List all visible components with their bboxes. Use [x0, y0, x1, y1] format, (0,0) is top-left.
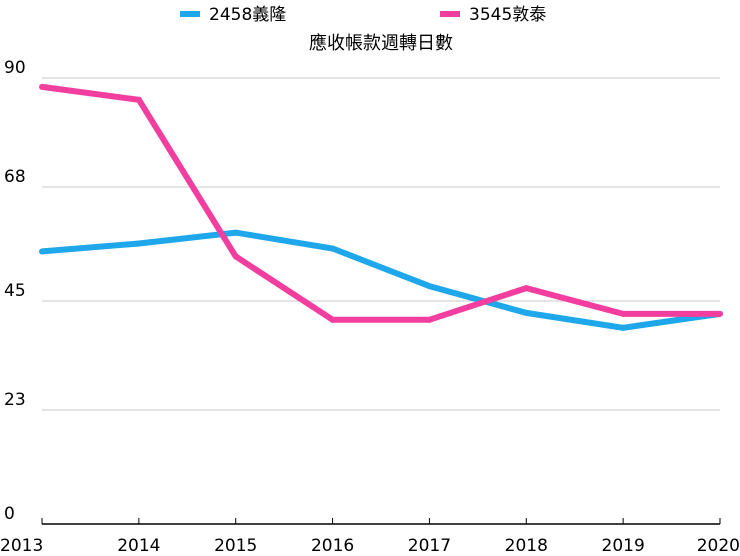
series-0-point-2018 — [523, 309, 530, 316]
y-tick-label-0: 0 — [4, 504, 15, 524]
series-1-point-2015 — [232, 253, 239, 260]
x-tick-label-2014: 2014 — [117, 536, 160, 556]
x-tick-label-2013: 2013 — [0, 536, 43, 556]
chart-title: 應收帳款週轉日數 — [309, 32, 453, 54]
series-1-point-2019 — [620, 310, 627, 317]
series-0-point-2017 — [426, 283, 433, 290]
legend-label-yilong: 2458義隆 — [209, 5, 286, 25]
x-tick-label-2015: 2015 — [214, 536, 257, 556]
x-tick-label-2018: 2018 — [505, 536, 548, 556]
x-tick-label-2016: 2016 — [311, 536, 354, 556]
y-tick-label-90: 90 — [4, 58, 26, 78]
series-layer — [39, 83, 723, 331]
legend-item-yilong[interactable]: 2458義隆 — [180, 5, 286, 25]
series-1-point-2017 — [426, 316, 433, 323]
x-tick-label-2017: 2017 — [408, 536, 451, 556]
legend: 2458義隆 3545敦泰 — [180, 5, 546, 25]
y-tick-label-68: 68 — [4, 167, 26, 187]
series-0-point-2013 — [39, 248, 45, 255]
tick-labels: 0 23 45 68 90 2013 2014 2015 2016 2017 2018 2019 202… — [0, 58, 740, 556]
x-tick-label-2019: 2019 — [602, 536, 645, 556]
legend-item-dunthai[interactable]: 3545敦泰 — [440, 5, 546, 25]
series-1-point-2016 — [329, 316, 336, 323]
grid — [41, 77, 721, 525]
series-line-0 — [41, 229, 721, 331]
y-tick-label-23: 23 — [4, 390, 26, 410]
series-1-point-2013 — [39, 83, 45, 90]
series-1-point-2014 — [135, 96, 142, 103]
y-tick-label-45: 45 — [4, 281, 26, 301]
series-1-point-2020 — [717, 310, 723, 317]
series-0-point-2014 — [135, 240, 142, 247]
x-tick-label-2020: 2020 — [697, 536, 740, 556]
legend-label-dunthai: 3545敦泰 — [469, 5, 546, 25]
series-0-point-2019 — [620, 324, 627, 331]
series-1-point-2018 — [523, 285, 530, 292]
series-0-point-2015 — [232, 229, 239, 236]
series-0-point-2016 — [329, 245, 336, 252]
series-line-1 — [41, 83, 720, 323]
